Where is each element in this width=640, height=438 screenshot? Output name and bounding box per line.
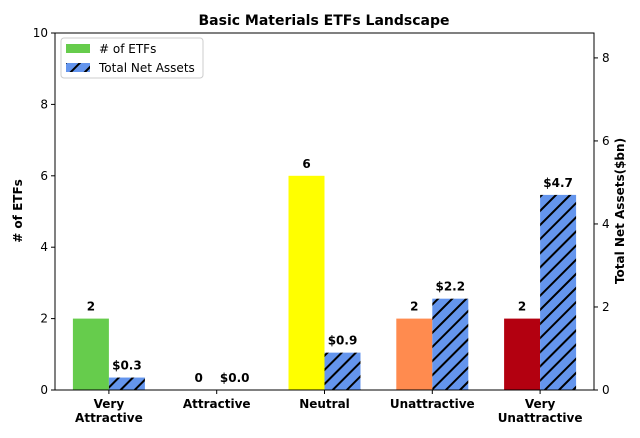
y-axis-label: # of ETFs (11, 179, 25, 243)
y2-tick-label: 0 (602, 383, 610, 397)
etf-count-label: 2 (87, 300, 95, 314)
net-assets-label: $0.0 (220, 371, 250, 385)
net-assets-bar (432, 298, 469, 390)
y-tick-label: 4 (40, 240, 48, 254)
y2-tick-label: 6 (602, 134, 610, 148)
y2-tick-label: 8 (602, 51, 610, 65)
legend-swatch-assets (66, 63, 90, 72)
net-assets-label: $2.2 (435, 280, 465, 294)
etf-count-bar (396, 318, 433, 390)
x-tick-label: Unattractive (390, 397, 475, 411)
etf-count-label: 2 (518, 300, 526, 314)
etf-count-label: 2 (410, 300, 418, 314)
y-tick-label: 6 (40, 169, 48, 183)
legend: # of ETFs Total Net Assets (60, 37, 204, 79)
y2-axis-label: Total Net Assets($bn) (613, 138, 627, 284)
etf-count-label: 6 (302, 157, 310, 171)
legend-swatch-etfs (66, 44, 90, 53)
etf-count-label: 0 (195, 371, 203, 385)
legend-label-assets: Total Net Assets (98, 61, 195, 75)
y-tick-label: 8 (40, 97, 48, 111)
y-tick-label: 0 (40, 383, 48, 397)
plot-area: 2 $0.3 Very Attractive 0 $0.0 Attractive 6 $0.9 N… (33, 26, 610, 425)
x-tick-label: Neutral (299, 397, 350, 411)
etf-count-bar (288, 175, 325, 390)
x-tick-label: Very Attractive (75, 397, 143, 425)
net-assets-label: $0.9 (328, 334, 358, 348)
chart-title: Basic Materials ETFs Landscape (199, 13, 450, 29)
y-tick-label: 10 (33, 26, 48, 40)
legend-label-etfs: # of ETFs (99, 42, 156, 56)
etf-count-bar (72, 318, 109, 390)
y2-tick-label: 2 (602, 300, 610, 314)
net-assets-label: $4.7 (543, 176, 573, 190)
plot-frame (54, 32, 595, 391)
x-tick-label: Very Unattractive (498, 397, 583, 425)
net-assets-bar (540, 194, 577, 390)
x-tick-label: Attractive (183, 397, 251, 411)
etf-count-bar (504, 318, 541, 390)
y2-tick-label: 4 (602, 217, 610, 231)
y-tick-label: 2 (40, 312, 48, 326)
net-assets-bar (324, 352, 361, 390)
net-assets-label: $0.3 (112, 359, 142, 373)
net-assets-bar (108, 377, 145, 390)
